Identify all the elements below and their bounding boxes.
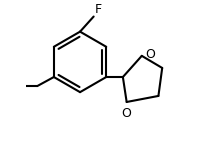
Text: O: O	[145, 48, 155, 61]
Text: O: O	[121, 106, 131, 120]
Text: F: F	[95, 3, 102, 16]
